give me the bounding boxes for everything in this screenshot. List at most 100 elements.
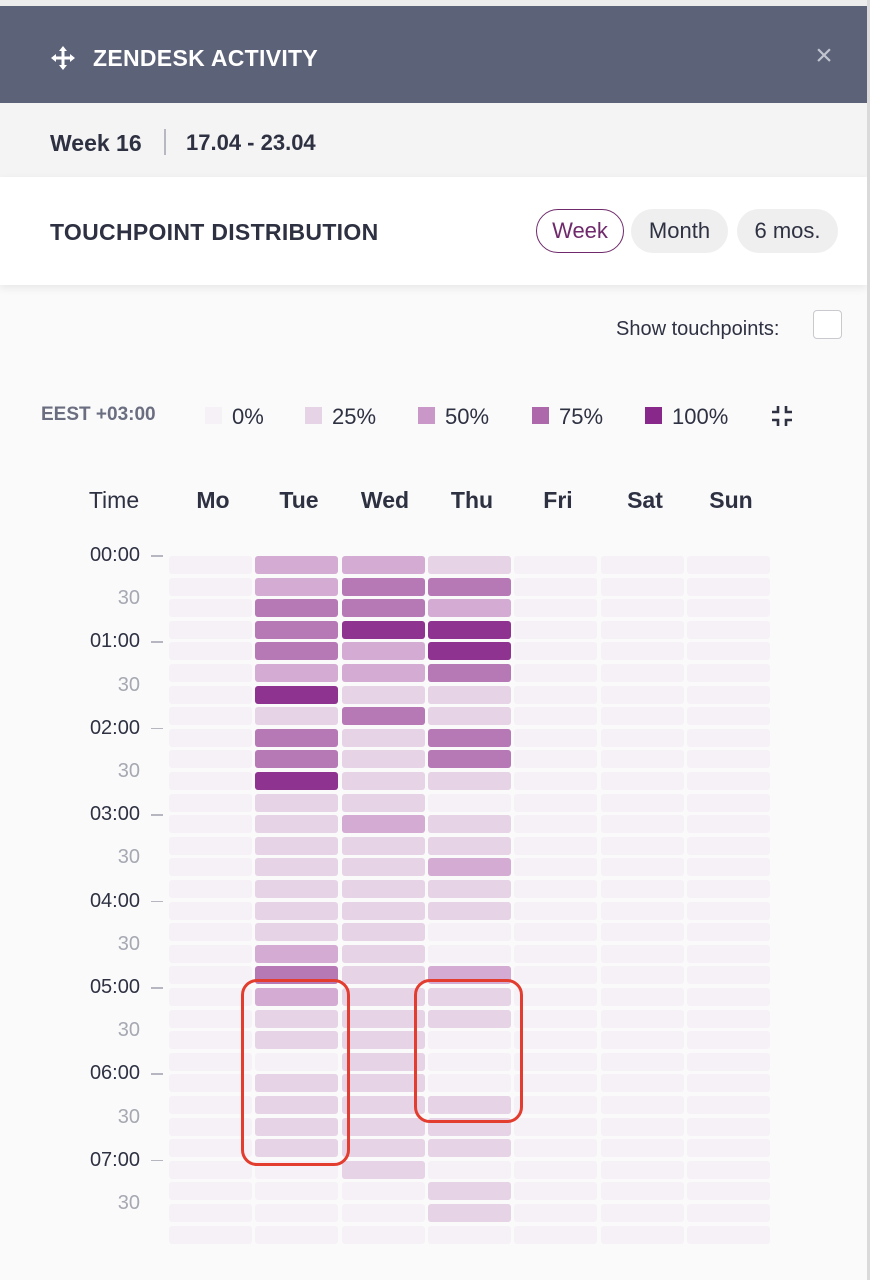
heatmap-cell-thu-9 xyxy=(427,750,511,769)
heatmap-cell-wed-20 xyxy=(341,988,425,1006)
heatmap-cell-tue-4 xyxy=(255,642,339,661)
heatmap-cell-thu-31 xyxy=(427,1225,511,1244)
heatmap-cell-thu-15 xyxy=(427,880,511,898)
heatmap-cell-thu-6 xyxy=(427,685,511,704)
time-label-2: 01:00 xyxy=(89,630,140,653)
move-arrows-icon[interactable] xyxy=(49,44,77,72)
heatmap-cell-fri-13 xyxy=(514,836,598,855)
heatmap-cell-sun-3 xyxy=(686,620,770,639)
heatmap-cell-thu-7 xyxy=(427,707,511,726)
heatmap-cell-sun-27 xyxy=(686,1139,770,1158)
heatmap-cell-fri-15 xyxy=(514,880,598,898)
heatmap-cell-sat-11 xyxy=(600,793,684,812)
heatmap-cell-wed-10 xyxy=(341,772,425,790)
heatmap-cell-thu-3 xyxy=(427,620,511,639)
heatmap-cell-wed-5 xyxy=(341,664,425,682)
heatmap-cell-thu-28 xyxy=(427,1160,511,1179)
heatmap-cell-sun-12 xyxy=(686,815,770,834)
section-header: TOUCHPOINT DISTRIBUTION Week Month 6 mos… xyxy=(0,177,867,285)
heatmap-cell-sat-3 xyxy=(600,620,684,639)
heatmap-cell-wed-25 xyxy=(341,1096,425,1114)
heatmap-cell-tue-8 xyxy=(255,728,339,747)
heatmap-cell-sun-8 xyxy=(686,728,770,747)
heatmap-cell-fri-19 xyxy=(514,966,598,985)
time-tick-0 xyxy=(151,555,163,557)
time-label-4: 02:00 xyxy=(89,716,140,739)
heatmap-cell-thu-5 xyxy=(427,664,511,682)
heatmap-cell-thu-12 xyxy=(427,815,511,834)
heatmap-cell-fri-7 xyxy=(514,707,598,726)
time-tick-6 xyxy=(151,814,163,816)
heatmap-cell-mo-5 xyxy=(169,664,252,682)
time-column-header: Time xyxy=(88,487,140,513)
heatmap-cell-sat-14 xyxy=(600,858,684,877)
period-6mos-button[interactable]: 6 mos. xyxy=(737,209,838,253)
heatmap-cell-sat-30 xyxy=(600,1204,684,1222)
heatmap-cell-tue-31 xyxy=(255,1225,339,1244)
heatmap-cell-wed-29 xyxy=(341,1182,425,1201)
heatmap-cell-sat-24 xyxy=(600,1074,684,1093)
heatmap-cell-sat-20 xyxy=(600,988,684,1006)
time-tick-2 xyxy=(151,641,163,643)
legend-label-0: 0% xyxy=(232,404,264,429)
collapse-icon[interactable] xyxy=(770,404,794,428)
heatmap-cell-tue-27 xyxy=(255,1139,339,1158)
top-strip xyxy=(0,0,870,6)
heatmap-cell-mo-23 xyxy=(169,1052,252,1071)
heatmap-cell-thu-27 xyxy=(427,1139,511,1158)
heatmap-cell-tue-2 xyxy=(255,599,339,618)
heatmap-cell-sat-16 xyxy=(600,901,684,920)
heatmap-cell-sun-0 xyxy=(686,556,770,574)
heatmap-cell-sat-0 xyxy=(600,556,684,574)
heatmap-cell-sat-31 xyxy=(600,1225,684,1244)
heatmap-cell-tue-6 xyxy=(255,685,339,704)
heatmap-cell-tue-11 xyxy=(255,793,339,812)
heatmap-cell-wed-23 xyxy=(341,1052,425,1071)
day-header-thu: Thu xyxy=(450,487,494,513)
heatmap-cell-sat-2 xyxy=(600,599,684,618)
heatmap-cell-sun-4 xyxy=(686,642,770,661)
time-tick-12 xyxy=(151,1073,163,1075)
heatmap-cell-thu-11 xyxy=(427,793,511,812)
heatmap-cell-sat-1 xyxy=(600,577,684,596)
title-bar[interactable]: ZENDESK ACTIVITY × xyxy=(0,6,867,103)
heatmap-cell-wed-1 xyxy=(341,577,425,596)
show-touchpoints-label: Show touchpoints: xyxy=(616,318,780,340)
period-month-button[interactable]: Month xyxy=(631,209,728,253)
heatmap-cell-tue-5 xyxy=(255,664,339,682)
heatmap-cell-mo-18 xyxy=(169,944,252,963)
heatmap-cell-mo-22 xyxy=(169,1031,252,1050)
heatmap-cell-sat-8 xyxy=(600,728,684,747)
legend-label-75: 75% xyxy=(559,404,604,429)
heatmap-cell-tue-22 xyxy=(255,1031,339,1050)
heatmap-cell-fri-6 xyxy=(514,685,598,704)
heatmap-cell-sat-27 xyxy=(600,1139,684,1158)
heatmap-cell-mo-8 xyxy=(169,728,252,747)
heatmap-cell-sat-21 xyxy=(600,1009,684,1028)
heatmap-cell-sun-21 xyxy=(686,1009,770,1028)
heatmap-cell-fri-28 xyxy=(514,1160,598,1179)
heatmap-cell-tue-23 xyxy=(255,1052,339,1071)
heatmap-cell-wed-7 xyxy=(341,707,425,726)
day-header-wed: Wed xyxy=(360,487,410,513)
period-week-button[interactable]: Week xyxy=(536,209,624,253)
heatmap-cell-fri-9 xyxy=(514,750,598,769)
heatmap-cell-mo-25 xyxy=(169,1096,252,1114)
heatmap-cell-fri-23 xyxy=(514,1052,598,1071)
heatmap-cell-sun-26 xyxy=(686,1117,770,1136)
heatmap-cell-sun-11 xyxy=(686,793,770,812)
heatmap-cell-mo-3 xyxy=(169,620,252,639)
heatmap-cell-fri-18 xyxy=(514,944,598,963)
window-edge xyxy=(867,0,870,1280)
heatmap-cell-sun-10 xyxy=(686,772,770,790)
heatmap-cell-tue-0 xyxy=(255,556,339,574)
heatmap-cell-thu-16 xyxy=(427,901,511,920)
close-icon[interactable]: × xyxy=(815,39,833,72)
heatmap-cell-fri-0 xyxy=(514,556,598,574)
show-touchpoints-checkbox[interactable] xyxy=(813,310,842,339)
heatmap-cell-thu-10 xyxy=(427,772,511,790)
heatmap-cell-sun-20 xyxy=(686,988,770,1006)
heatmap-cell-mo-20 xyxy=(169,988,252,1006)
heatmap-cell-tue-25 xyxy=(255,1096,339,1114)
heatmap-cell-tue-12 xyxy=(255,815,339,834)
